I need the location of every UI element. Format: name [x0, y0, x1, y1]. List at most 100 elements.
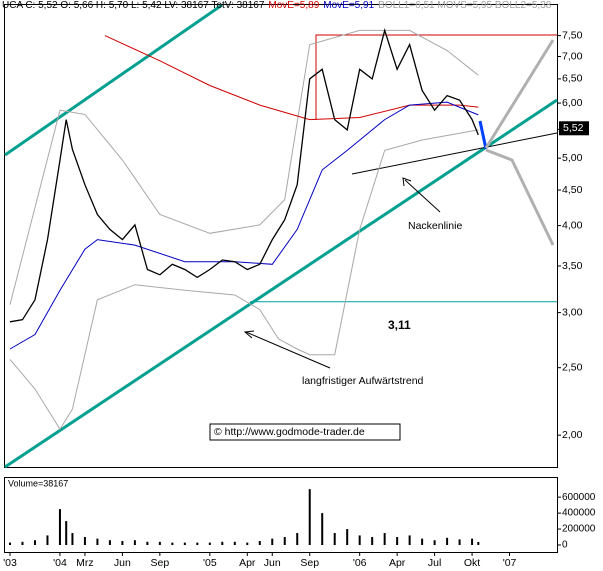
y-tick-label: 3,50 [562, 260, 583, 272]
x-tick-label: Sep [151, 557, 170, 569]
y-tick-label: 7,00 [562, 50, 583, 62]
x-tick-label: Okt [464, 557, 480, 569]
x-tick-label: '05 [203, 557, 217, 569]
y-tick-label: 4,50 [562, 184, 583, 196]
volume-bar [33, 540, 36, 545]
projection-down [485, 148, 555, 246]
x-tick-label: '04 [53, 557, 67, 569]
arrow-head [243, 330, 255, 339]
header-item: MovE=5,89 [268, 0, 319, 11]
volume-bar [208, 542, 211, 545]
volume-bar [371, 537, 374, 545]
y-tick-label: 2,50 [562, 361, 583, 373]
annotation: Nackenlinie [408, 220, 462, 232]
arrow-head [402, 177, 412, 187]
price-line [9, 28, 479, 323]
volume-bar [58, 509, 61, 545]
x-tick-label: Jul [428, 557, 441, 569]
volume-bar [146, 541, 149, 545]
volume-bar [446, 537, 449, 545]
neckline [351, 132, 558, 175]
y-tick-label: 4,00 [562, 219, 583, 231]
volume-bar [477, 541, 480, 545]
price-line [104, 35, 479, 121]
volume-bar [433, 540, 436, 545]
y-tick-label: 200000 [562, 524, 596, 535]
arrow [404, 179, 441, 213]
volume-bar [258, 541, 261, 545]
volume-bar [346, 529, 349, 545]
header: UCA C: 5,52 O: 5,66 H: 5,70 L: 5,42 LV: … [2, 0, 552, 11]
volume-bar [133, 540, 136, 545]
resistance-line [315, 34, 557, 120]
volume-bar [408, 535, 411, 545]
last-price-label: 5,52 [563, 122, 584, 134]
volume-bar [321, 513, 324, 545]
volume-bar [196, 542, 199, 545]
volume-bar [246, 542, 249, 545]
volume-bar [458, 539, 461, 545]
volume-bar [108, 540, 111, 545]
volume-bar [158, 541, 161, 545]
x-tick-label: Sep [300, 557, 319, 569]
x-tick-label: Mrz [76, 557, 94, 569]
volume-bar [333, 533, 336, 545]
y-tick-label: 6,50 [562, 73, 583, 85]
volume-bar [121, 541, 124, 545]
y-tick-label: 5,00 [562, 152, 583, 164]
breakdown [478, 120, 488, 150]
annotation: © http://www.godmode-trader.de [214, 426, 365, 438]
last-price-box [559, 121, 589, 136]
volume-bar [221, 541, 224, 545]
arrow [245, 331, 331, 369]
x-tick-label: '06 [353, 557, 367, 569]
volume-bar [8, 542, 11, 545]
y-tick-label: 0 [562, 540, 568, 551]
volume-bar [183, 542, 186, 545]
volume-bar [271, 538, 274, 545]
price-line [9, 129, 479, 431]
volume-bar [21, 541, 24, 545]
drawings [4, 3, 558, 469]
volume-bar [233, 541, 236, 545]
header-item: MovE=5,91 [323, 0, 374, 11]
volume-bar [308, 489, 311, 545]
y-tick-label: 600000 [562, 492, 596, 503]
y-tick-label: 3,00 [562, 306, 583, 318]
channel-line [4, 3, 223, 157]
volume-panel [4, 477, 558, 553]
x-tick-label: '03 [3, 557, 17, 569]
x-tick-label: Jun [114, 557, 131, 569]
volume-bar [358, 535, 361, 545]
trend-line [4, 98, 558, 469]
y-tick-label: 6,00 [562, 97, 583, 109]
volume-bar [383, 533, 386, 545]
projection-up [484, 39, 555, 149]
volume-bar [283, 537, 286, 545]
x-tick-label: Apr [239, 557, 256, 569]
y-tick-label: 2,00 [562, 429, 583, 441]
header-item: UCA C: 5,52 O: 5,66 H: 5,70 L: 5,42 LV: … [2, 0, 265, 11]
x-tick-label: Jun [264, 557, 281, 569]
volume-bar [46, 535, 49, 545]
annotation: langfristiger Aufwärtstrend [302, 375, 424, 387]
copyright-box [209, 423, 401, 441]
volume-bar [65, 521, 68, 545]
volume-bar [96, 538, 99, 545]
price-panel [4, 4, 558, 468]
volume-bar [421, 538, 424, 545]
volume-bar [71, 533, 74, 545]
x-tick-label: '07 [503, 557, 517, 569]
x-tick-label: Apr [389, 557, 406, 569]
volume-bar [83, 537, 86, 545]
volume-bar [471, 538, 474, 545]
volume-bar [296, 533, 299, 545]
volume-title: Volume=38167 [8, 478, 68, 488]
volume-bar [396, 537, 399, 545]
price-line [9, 101, 479, 350]
header-item: BOLL1=6,51 MOVS=5,95 BOLL2=5,38 [378, 0, 552, 11]
y-tick-label: 400000 [562, 508, 596, 519]
price-line [9, 29, 479, 305]
